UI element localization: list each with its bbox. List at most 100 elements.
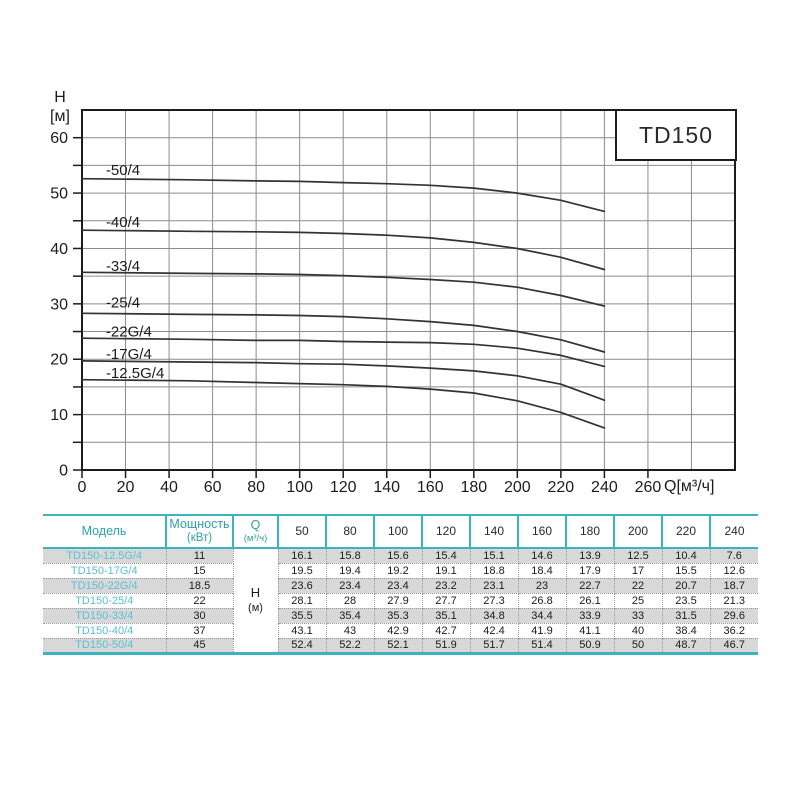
table-row: TD150-25/4 22 28.1 28 27.9 27.7 27.3 26.8 26.1 25… [43,592,758,609]
h-value-cell-q100: 35.3 [373,607,423,624]
h-value-cell-q220: 10.4 [661,547,711,564]
h-value-cell-q200: 40 [613,622,663,639]
series-model-label: TD150 [638,121,714,148]
h-value-cell-q160: 14.6 [517,547,567,564]
curve-label: -50/4 [106,162,140,179]
h-value-cell-q120: 27.7 [421,592,471,609]
y-tick-label: 30 [50,296,68,313]
h-unit-cell: H (м) [232,548,279,653]
col-header-flow-200: 200 [613,515,663,549]
h-value-cell-q140: 18.8 [469,562,519,579]
x-tick-label: 260 [635,479,662,496]
col-header-flow-160: 160 [517,515,567,549]
h-value-cell-q240: 29.6 [709,607,758,624]
x-tick-label: 140 [373,479,400,496]
col-header-power: Мощность (кВт) [165,515,234,549]
h-value-cell-q240: 18.7 [709,577,758,594]
h-value-cell-q180: 33.9 [565,607,615,624]
h-value-cell-q180: 13.9 [565,547,615,564]
h-value-cell-q160: 41.9 [517,622,567,639]
curve-labels: -50/4 -40/4 -33/4 -25/4 -22G/4 -17G/4 -12.5G/4 [106,162,164,382]
h-value-cell-q80: 28 [325,592,375,609]
h-value-cell-q80: 19.4 [325,562,375,579]
curve-label: -33/4 [106,258,140,275]
col-header-flow-80: 80 [325,515,375,549]
h-value-cell-q180: 50.9 [565,637,615,654]
model-cell: TD150-25/4 [43,592,167,609]
x-tick-label: 180 [460,479,487,496]
h-value-cell-q160: 51.4 [517,637,567,654]
col-header-model: Модель [43,515,167,549]
h-value-cell-q80: 52.2 [325,637,375,654]
pump-data-table-wrap: Модель Мощность (кВт) Q (м³/ч) 50 80 100 120 140 1… [43,514,758,655]
x-tick-label: 100 [286,479,313,496]
h-value-cell-q120: 15.4 [421,547,471,564]
h-value-cell-q140: 15.1 [469,547,519,564]
power-cell: 22 [165,592,234,609]
axis-ticks [73,136,649,478]
table-row: TD150-40/4 37 43.1 43 42.9 42.7 42.4 41.9 41.1 40… [43,622,758,639]
h-value-cell-q240: 7.6 [709,547,758,564]
h-value-cell-q240: 12.6 [709,562,758,579]
pump-curve [81,360,606,402]
pump-curves [81,177,606,429]
h-value-cell-q50: 43.1 [277,622,327,639]
h-value-cell-q160: 18.4 [517,562,567,579]
h-value-cell-q50: 16.1 [277,547,327,564]
model-cell: TD150-22G/4 [43,577,167,594]
x-tick-label: 0 [78,479,87,496]
power-cell: 18.5 [165,577,234,594]
x-tick-label: 120 [330,479,357,496]
table-row: TD150-22G/4 18.5 23.6 23.4 23.4 23.2 23.1 23 22.… [43,577,758,594]
model-cell: TD150-40/4 [43,622,167,639]
x-tick-label: 200 [504,479,531,496]
h-value-cell-q180: 22.7 [565,577,615,594]
h-value-cell-q100: 23.4 [373,577,423,594]
h-value-cell-q180: 26.1 [565,592,615,609]
model-cell: TD150-33/4 [43,607,167,624]
power-cell: 15 [165,562,234,579]
h-value-cell-q140: 51.7 [469,637,519,654]
pump-curve [81,229,606,271]
x-tick-label: 160 [417,479,444,496]
h-value-cell-q140: 27.3 [469,592,519,609]
table-row: TD150-33/4 30 35.5 35.4 35.3 35.1 34.8 34.4 33.9… [43,607,758,624]
h-value-cell-q50: 28.1 [277,592,327,609]
model-cell: TD150-17G/4 [43,562,167,579]
curve-label: -40/4 [106,214,140,231]
y-tick-label: 20 [50,352,68,369]
table-row: TD150-50/4 45 52.4 52.2 52.1 51.9 51.7 51.4 50.9… [43,637,758,654]
table-row: TD150-12.5G/4 11 H (м) 16.1 15.8 15.6 15.4 15.1 1… [43,547,758,653]
h-value-cell-q220: 48.7 [661,637,711,654]
h-value-cell-q80: 23.4 [325,577,375,594]
h-value-cell-q200: 25 [613,592,663,609]
x-axis-title: Q[м³/ч] [664,478,715,495]
h-value-cell-q50: 19.5 [277,562,327,579]
power-cell: 37 [165,622,234,639]
col-header-flow-100: 100 [373,515,423,549]
h-value-cell-q220: 31.5 [661,607,711,624]
curve-label: -17G/4 [106,346,152,363]
h-value-cell-q50: 23.6 [277,577,327,594]
h-value-cell-q80: 43 [325,622,375,639]
plot-frame [81,109,736,471]
h-value-cell-q160: 34.4 [517,607,567,624]
h-value-cell-q140: 42.4 [469,622,519,639]
h-value-cell-q100: 15.6 [373,547,423,564]
y-tick-label: 60 [50,130,68,147]
h-value-cell-q180: 17.9 [565,562,615,579]
table-row: TD150-17G/4 15 19.5 19.4 19.2 19.1 18.8 18.4 17.… [43,562,758,579]
power-cell: 30 [165,607,234,624]
series-model-box: TD150 [615,109,737,161]
h-value-cell-q160: 23 [517,577,567,594]
y-tick-label: 40 [50,241,68,258]
h-value-cell-q240: 46.7 [709,637,758,654]
col-header-q: Q (м³/ч) [232,515,279,549]
table-header: Модель Мощность (кВт) Q (м³/ч) 50 80 100 120 140 1… [43,515,758,549]
col-header-flow-180: 180 [565,515,615,549]
h-value-cell-q140: 23.1 [469,577,519,594]
h-value-cell-q200: 12.5 [613,547,663,564]
h-value-cell-q240: 36.2 [709,622,758,639]
y-tick-label: 0 [59,463,68,480]
h-value-cell-q120: 23.2 [421,577,471,594]
